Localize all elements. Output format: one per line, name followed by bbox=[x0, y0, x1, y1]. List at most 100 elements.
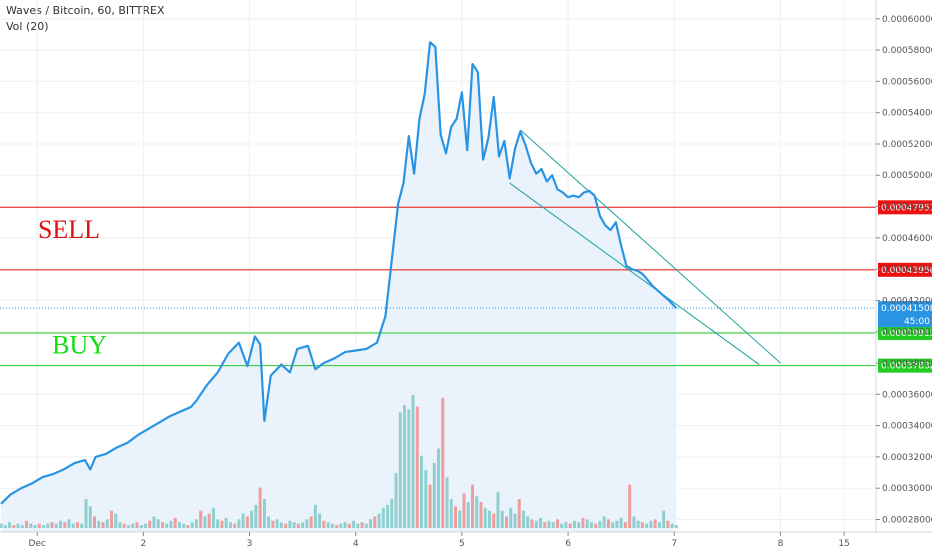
channel-line[interactable] bbox=[509, 182, 760, 365]
volume-bar bbox=[589, 522, 593, 528]
y-tick-label: 0.00036000 bbox=[882, 390, 932, 400]
y-tick-label: 0.00048000 bbox=[882, 203, 932, 213]
volume-bar bbox=[598, 520, 602, 528]
volume-bar bbox=[640, 522, 644, 528]
volume-bar bbox=[479, 501, 483, 528]
volume-bar bbox=[555, 519, 559, 528]
volume-bar bbox=[194, 519, 198, 528]
volume-bar bbox=[572, 520, 576, 528]
volume-bar bbox=[606, 519, 610, 528]
volume-bar bbox=[547, 520, 551, 528]
volume-bar bbox=[662, 510, 666, 528]
y-tick-label: 0.00058000 bbox=[882, 46, 932, 56]
volume-bar bbox=[186, 525, 190, 528]
volume-bar bbox=[564, 522, 568, 528]
volume-bar bbox=[521, 510, 525, 528]
volume-bar bbox=[46, 523, 50, 528]
volume-bar bbox=[615, 520, 619, 528]
last-price-tag bbox=[878, 301, 932, 328]
volume-bar bbox=[343, 522, 347, 528]
volume-bar bbox=[59, 520, 63, 528]
volume-bar bbox=[666, 520, 670, 528]
y-tick-label: 0.00042000 bbox=[882, 296, 932, 306]
volume-bar bbox=[254, 504, 258, 528]
channel-line[interactable] bbox=[519, 129, 781, 364]
volume-bar bbox=[330, 523, 334, 528]
volume-bar bbox=[492, 513, 496, 528]
volume-bar bbox=[76, 522, 80, 528]
y-tick-label: 0.00054000 bbox=[882, 109, 932, 119]
x-tick-label: 3 bbox=[247, 539, 253, 549]
volume-bar bbox=[267, 516, 271, 528]
volume-bar bbox=[386, 504, 390, 528]
volume-layer bbox=[0, 395, 678, 528]
volume-bar bbox=[29, 523, 33, 528]
price-line[interactable] bbox=[0, 41, 678, 505]
level-tag bbox=[878, 200, 932, 215]
x-tick-label: Dec bbox=[28, 539, 45, 549]
volume-bar bbox=[233, 523, 237, 528]
area-layer bbox=[1, 42, 677, 532]
volume-bar bbox=[653, 519, 657, 528]
y-tick-label: 0.00044000 bbox=[882, 265, 932, 275]
volume-bar bbox=[543, 522, 547, 528]
volume-bar bbox=[645, 523, 649, 528]
volume-bar bbox=[258, 487, 262, 528]
volume-bar bbox=[122, 523, 126, 528]
volume-bar bbox=[292, 522, 296, 528]
volume-bar bbox=[471, 484, 475, 528]
volume-bar bbox=[42, 525, 46, 528]
volume-bar bbox=[139, 525, 143, 528]
x-tick-label: 6 bbox=[565, 539, 571, 549]
volume-bar bbox=[458, 510, 462, 528]
volume-bar bbox=[670, 523, 674, 528]
volume-bar bbox=[3, 525, 7, 528]
volume-bar bbox=[585, 519, 589, 528]
volume-bar bbox=[449, 499, 453, 528]
volume-bar bbox=[228, 522, 232, 528]
level-tag-label: 0.00037832 bbox=[881, 362, 932, 372]
volume-bar bbox=[16, 523, 20, 528]
last-price-label: 0.00041508 bbox=[881, 304, 932, 314]
volume-bar bbox=[114, 513, 118, 528]
volume-bar bbox=[628, 484, 632, 528]
volume-bar bbox=[454, 506, 458, 528]
x-tick-label: 8 bbox=[778, 539, 784, 549]
level-tag bbox=[878, 326, 932, 341]
volume-bar bbox=[623, 522, 627, 528]
volume-bar bbox=[441, 397, 445, 528]
volume-bar bbox=[534, 520, 538, 528]
volume-bar bbox=[657, 522, 661, 528]
y-tick-label: 0.00030000 bbox=[882, 484, 932, 494]
volume-bar bbox=[594, 523, 598, 528]
volume-bar bbox=[483, 507, 487, 528]
volume-bar bbox=[581, 517, 585, 528]
volume-bar bbox=[101, 522, 105, 528]
volume-bar bbox=[241, 513, 245, 528]
volume-bar bbox=[199, 510, 203, 528]
volume-bar bbox=[296, 523, 300, 528]
y-tick-label: 0.00046000 bbox=[882, 234, 932, 244]
volume-bar bbox=[496, 491, 500, 528]
x-tick-label: 5 bbox=[459, 539, 465, 549]
volume-bar bbox=[237, 519, 241, 528]
volume-bar bbox=[428, 484, 432, 528]
volume-bar bbox=[54, 523, 58, 528]
volume-bar bbox=[301, 522, 305, 528]
volume-bar bbox=[105, 519, 109, 528]
volume-bar bbox=[517, 499, 521, 528]
level-tag-label: 0.00039915 bbox=[881, 329, 932, 339]
price-area-fill bbox=[1, 42, 677, 532]
volume-bar bbox=[305, 519, 309, 528]
volume-bar bbox=[220, 520, 224, 528]
volume-bar bbox=[245, 516, 249, 528]
x-tick-label: 4 bbox=[353, 539, 359, 549]
volume-bar bbox=[538, 517, 542, 528]
volume-bar bbox=[84, 499, 88, 528]
volume-bar bbox=[530, 519, 534, 528]
volume-bar bbox=[577, 522, 581, 528]
y-tick-label: 0.00038000 bbox=[882, 359, 932, 369]
volume-bar bbox=[360, 522, 364, 528]
